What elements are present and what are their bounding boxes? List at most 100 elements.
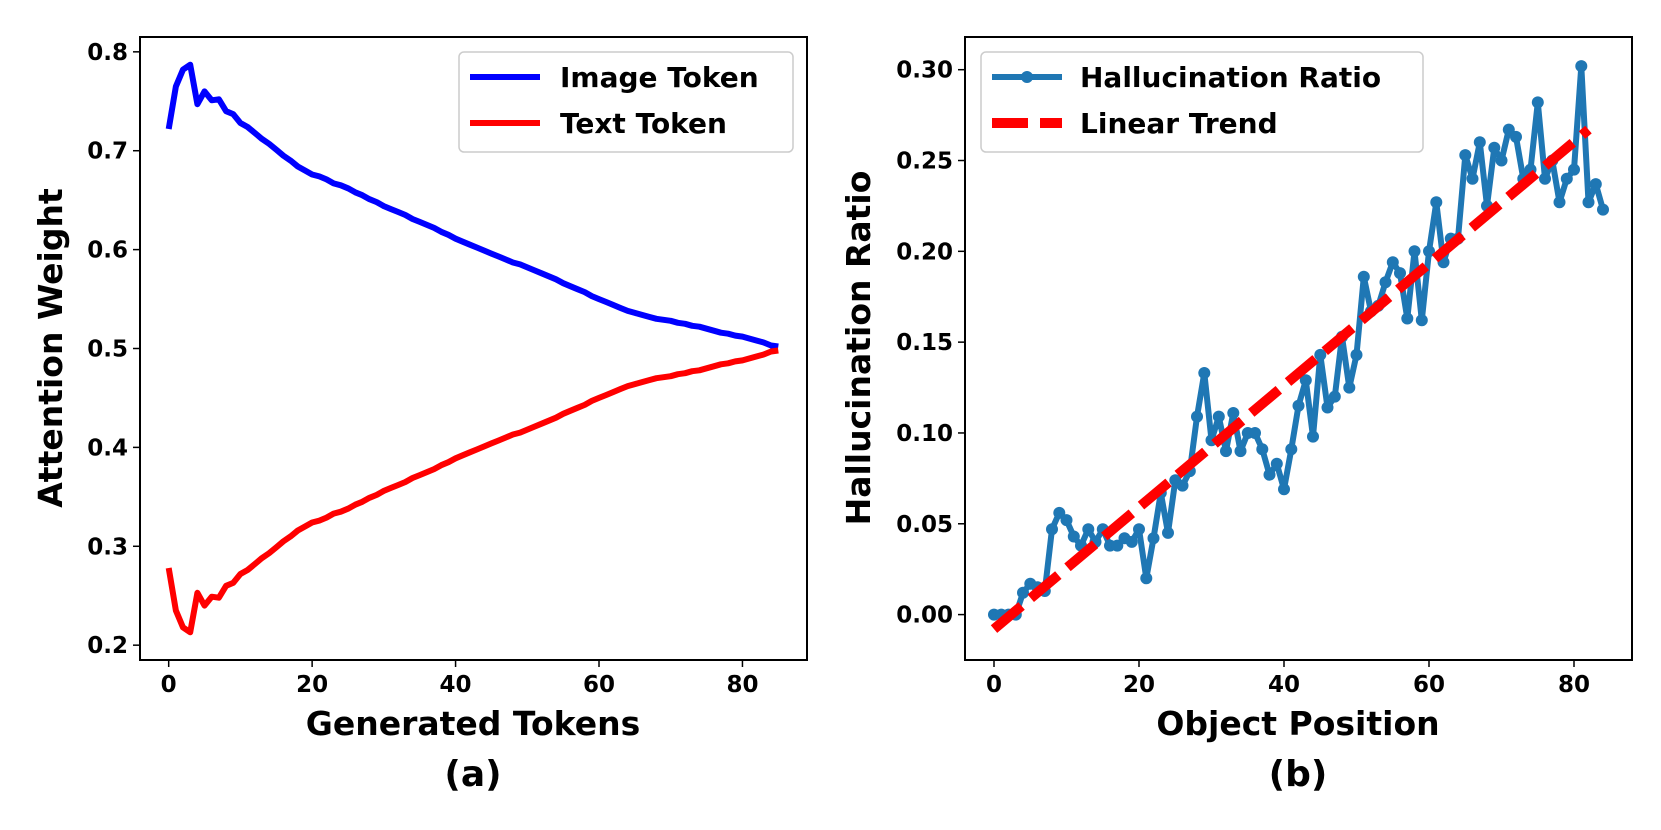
data-point-hallucination-ratio: [1278, 483, 1290, 496]
data-point-hallucination-ratio: [1263, 468, 1276, 481]
data-point-hallucination-ratio: [1017, 586, 1029, 599]
data-point-hallucination-ratio: [1568, 163, 1580, 176]
x-tick-label: 20: [1123, 672, 1155, 698]
panel-a-legend-box: [458, 51, 794, 153]
data-point-hallucination-ratio: [1147, 532, 1160, 545]
y-tick-label: 0.15: [896, 330, 953, 356]
panel-b-legend-box: [980, 51, 1424, 153]
data-point-hallucination-ratio: [1488, 141, 1501, 154]
data-point-hallucination-ratio: [1162, 526, 1174, 539]
data-point-hallucination-ratio: [1466, 172, 1479, 185]
data-point-hallucination-ratio: [1256, 443, 1269, 456]
panel-b-caption: (b): [1269, 754, 1328, 795]
panel-b-x-ticks: 0 20 40 60 80: [986, 660, 1590, 698]
data-point-hallucination-ratio: [1328, 390, 1341, 403]
panel-a-y-label: Attention Weight: [31, 188, 70, 508]
data-point-hallucination-ratio: [1589, 178, 1602, 191]
y-tick-label: 0.3: [87, 534, 128, 560]
series-line-linear-trend: [990, 125, 1592, 633]
data-point-hallucination-ratio: [1597, 203, 1609, 216]
data-point-hallucination-ratio: [1220, 445, 1232, 458]
x-tick-label: 80: [726, 672, 758, 698]
data-point-hallucination-ratio: [1408, 245, 1421, 258]
data-point-hallucination-ratio: [1495, 154, 1508, 167]
panel-b-x-label: Object Position: [1156, 704, 1439, 743]
data-point-hallucination-ratio: [1234, 445, 1247, 458]
panel-b-y-ticks: 0.00 0.05 0.10 0.15 0.20 0.25 0.30: [896, 58, 965, 629]
data-point-hallucination-ratio: [1401, 312, 1414, 325]
y-tick-label: 0.4: [87, 435, 128, 461]
data-point-hallucination-ratio: [1459, 149, 1472, 162]
x-tick-label: 60: [1413, 672, 1445, 698]
data-point-hallucination-ratio: [1321, 401, 1334, 414]
x-tick-label: 80: [1558, 672, 1590, 698]
panel-b-frame: [964, 36, 1633, 661]
data-point-hallucination-ratio: [1140, 572, 1153, 585]
x-tick-label: 20: [296, 672, 328, 698]
data-point-hallucination-ratio: [1379, 276, 1392, 289]
y-tick-label: 0.05: [896, 512, 953, 538]
x-tick-label: 0: [986, 672, 1002, 698]
data-point-hallucination-ratio: [1227, 407, 1240, 419]
data-point-hallucination-ratio: [1125, 535, 1138, 548]
panel-a-x-label: Generated Tokens: [306, 704, 641, 743]
y-tick-label: 0.8: [87, 40, 128, 66]
data-point-hallucination-ratio: [1299, 374, 1312, 387]
panel-b-legend: Hallucination Ratio Linear Trend: [980, 51, 1424, 153]
data-point-hallucination-ratio: [1575, 60, 1588, 73]
data-point-hallucination-ratio: [1510, 130, 1522, 143]
data-point-hallucination-ratio: [1046, 523, 1058, 536]
y-tick-label: 0.2: [87, 633, 128, 659]
data-point-hallucination-ratio: [1502, 123, 1515, 136]
data-point-hallucination-ratio: [1314, 348, 1327, 361]
data-point-hallucination-ratio: [1415, 314, 1428, 327]
legend-label-image-token: Image Token: [560, 61, 759, 94]
x-tick-label: 40: [440, 672, 472, 698]
legend-label-hallucination-ratio: Hallucination Ratio: [1080, 61, 1381, 94]
data-point-hallucination-ratio: [1394, 267, 1406, 280]
series-line-image-token: [165, 61, 779, 350]
data-point-hallucination-ratio: [1386, 256, 1399, 269]
panel-b-series-layer: [988, 60, 1609, 633]
data-point-hallucination-ratio: [1285, 443, 1298, 456]
data-point-hallucination-ratio: [1473, 136, 1486, 149]
data-point-hallucination-ratio: [1430, 196, 1443, 209]
y-tick-label: 0.00: [896, 603, 953, 629]
data-point-hallucination-ratio: [1212, 410, 1225, 423]
series-line-text-token: [165, 347, 779, 636]
y-tick-label: 0.6: [87, 238, 128, 264]
x-tick-label: 40: [1268, 672, 1300, 698]
data-point-hallucination-ratio: [1423, 245, 1435, 258]
data-point-hallucination-ratio: [1553, 196, 1566, 209]
y-tick-label: 0.10: [896, 421, 953, 447]
data-point-hallucination-ratio: [1357, 270, 1370, 283]
data-point-hallucination-ratio: [1343, 381, 1356, 394]
data-point-hallucination-ratio: [1560, 172, 1573, 185]
data-point-hallucination-ratio: [1307, 430, 1319, 443]
panel-a: 0 20 40 60 80 0.2 0.3 0.4 0.5 0.6 0.7 0.8 Generate…: [31, 36, 808, 795]
data-point-hallucination-ratio: [1067, 530, 1080, 543]
panel-a-x-ticks: 0 20 40 60 80: [161, 660, 758, 698]
panel-a-series-layer: [165, 61, 779, 636]
data-point-hallucination-ratio: [1191, 410, 1203, 423]
y-tick-label: 0.5: [87, 337, 128, 363]
legend-swatch-hallucination-marker: [1021, 71, 1033, 83]
data-point-hallucination-ratio: [1270, 457, 1283, 470]
y-tick-label: 0.7: [87, 139, 128, 165]
panel-a-caption: (a): [444, 754, 501, 795]
data-point-hallucination-ratio: [1133, 523, 1145, 536]
y-tick-label: 0.20: [896, 239, 953, 265]
data-point-hallucination-ratio: [1539, 172, 1551, 185]
data-point-hallucination-ratio: [1111, 539, 1124, 552]
data-point-hallucination-ratio: [1350, 348, 1363, 361]
data-point-hallucination-ratio: [1292, 399, 1305, 412]
data-point-hallucination-ratio: [1060, 514, 1073, 527]
data-point-hallucination-ratio: [1582, 196, 1595, 209]
data-point-hallucination-ratio: [1249, 427, 1261, 439]
panel-a-legend: Image Token Text Token: [458, 51, 794, 153]
legend-label-linear-trend: Linear Trend: [1080, 107, 1278, 140]
x-tick-label: 60: [583, 672, 615, 698]
x-tick-label: 0: [161, 672, 177, 698]
panel-b: 0 20 40 60 80 0.00 0.05 0.10 0.15 0.20 0.25 0.30 O…: [839, 36, 1633, 795]
